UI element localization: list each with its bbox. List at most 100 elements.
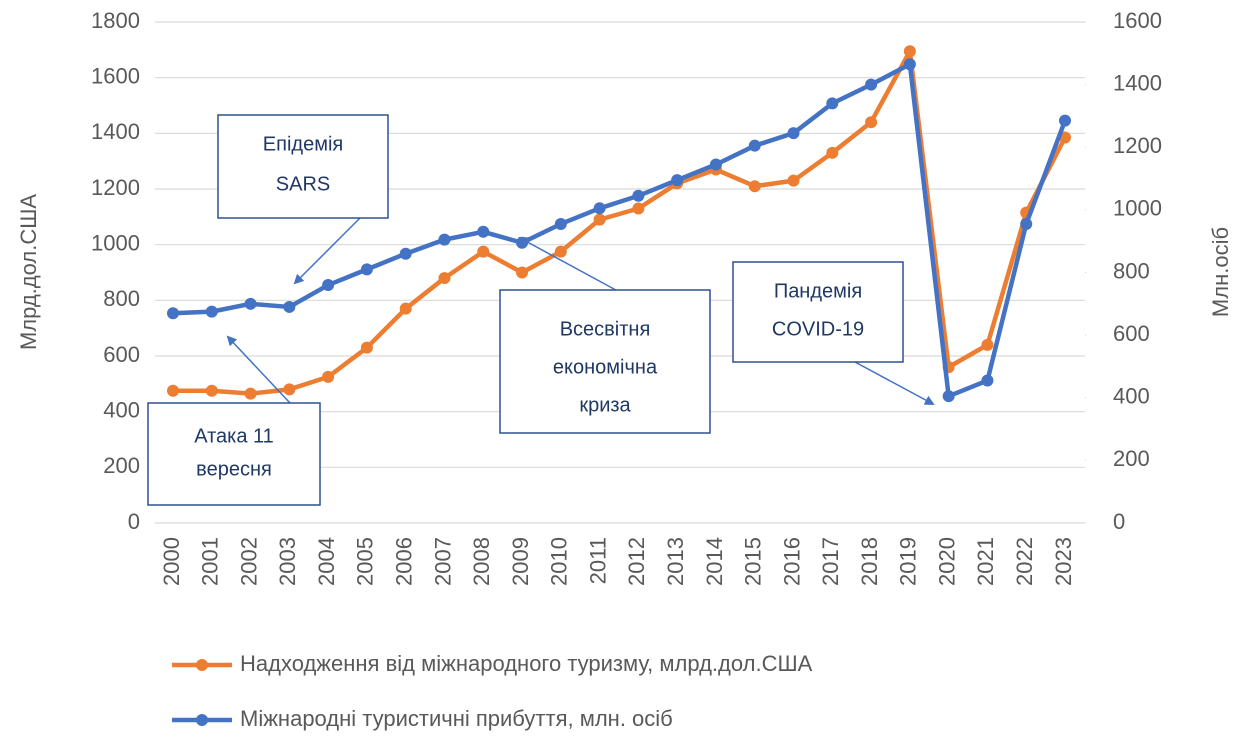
x-tick-label: 2018 bbox=[857, 537, 882, 586]
y2-tick-label: 800 bbox=[1113, 258, 1150, 283]
legend-marker bbox=[196, 659, 208, 671]
point bbox=[477, 225, 490, 238]
x-tick-label: 2008 bbox=[469, 537, 494, 586]
point bbox=[826, 97, 839, 110]
y-tick-label: 800 bbox=[103, 286, 140, 311]
y2-tick-label: 600 bbox=[1113, 321, 1150, 346]
y-tick-label: 600 bbox=[103, 342, 140, 367]
point bbox=[593, 202, 606, 215]
point bbox=[981, 338, 994, 351]
annotation-box bbox=[732, 261, 904, 363]
y2-tick-label: 1200 bbox=[1113, 133, 1162, 158]
x-tick-label: 2003 bbox=[275, 537, 300, 586]
point bbox=[942, 390, 955, 403]
y2-tick-label: 1600 bbox=[1113, 8, 1162, 33]
legend-label: Надходження від міжнародного туризму, мл… bbox=[240, 651, 813, 676]
point bbox=[438, 272, 451, 285]
x-tick-label: 2005 bbox=[353, 537, 378, 586]
point bbox=[244, 297, 257, 310]
y2-axis-label: Млн.осіб bbox=[1208, 227, 1233, 317]
x-tick-label: 2020 bbox=[934, 537, 959, 586]
x-tick-label: 2017 bbox=[818, 537, 843, 586]
y-tick-label: 1200 bbox=[91, 175, 140, 200]
point bbox=[903, 58, 916, 71]
annotation-text: Атака 11 bbox=[194, 425, 274, 447]
point bbox=[981, 374, 994, 387]
point bbox=[903, 45, 916, 58]
point bbox=[748, 180, 761, 193]
point bbox=[1020, 217, 1033, 230]
y-tick-label: 200 bbox=[103, 453, 140, 478]
x-tick-label: 2009 bbox=[508, 537, 533, 586]
point bbox=[244, 387, 257, 400]
point bbox=[205, 305, 218, 318]
x-tick-label: 2007 bbox=[430, 537, 455, 586]
x-tick-label: 2022 bbox=[1012, 537, 1037, 586]
annotation-text: COVID-19 bbox=[772, 318, 864, 340]
x-tick-label: 2014 bbox=[702, 537, 727, 586]
point bbox=[399, 302, 412, 315]
annotation-text: Пандемія bbox=[774, 280, 862, 302]
y2-tick-label: 1400 bbox=[1113, 70, 1162, 95]
y2-tick-label: 1000 bbox=[1113, 196, 1162, 221]
annotation-box bbox=[147, 402, 321, 506]
point bbox=[709, 158, 722, 171]
point bbox=[632, 189, 645, 202]
x-tick-label: 2006 bbox=[392, 537, 417, 586]
point bbox=[438, 233, 451, 246]
point bbox=[554, 217, 567, 230]
x-tick-label: 2001 bbox=[198, 537, 223, 586]
point bbox=[399, 247, 412, 260]
point bbox=[865, 116, 878, 129]
x-tick-label: 2021 bbox=[973, 537, 998, 586]
y-axis-label: Млрд.дол.США bbox=[16, 194, 41, 350]
point bbox=[787, 174, 800, 187]
arrow bbox=[293, 217, 361, 285]
arrow bbox=[226, 335, 291, 404]
annotation-text: Епідемія bbox=[263, 133, 343, 155]
annotations: Епідемія SARS Атака 11 вересня Всесвітня екон… bbox=[147, 114, 935, 506]
point bbox=[671, 174, 684, 187]
legend-marker bbox=[196, 714, 208, 726]
y-tick-label: 1600 bbox=[91, 63, 140, 88]
point bbox=[205, 384, 218, 397]
series-line bbox=[172, 62, 1068, 399]
y-tick-label: 400 bbox=[103, 397, 140, 422]
annotation-box bbox=[217, 114, 389, 219]
x-tick-label: 2011 bbox=[585, 537, 610, 584]
point bbox=[322, 279, 335, 292]
annotation-text: SARS bbox=[276, 173, 330, 195]
point bbox=[787, 127, 800, 140]
point bbox=[826, 146, 839, 159]
annotation-text: вересня bbox=[196, 458, 272, 480]
y2-tick-label: 0 bbox=[1113, 509, 1125, 534]
arrow bbox=[518, 237, 626, 296]
y2-tick-label: 400 bbox=[1113, 384, 1150, 409]
arrow bbox=[854, 361, 935, 405]
x-tick-label: 2023 bbox=[1051, 537, 1076, 586]
y-tick-label: 1000 bbox=[91, 230, 140, 255]
y2-tick-label: 200 bbox=[1113, 446, 1150, 471]
point bbox=[748, 139, 761, 152]
point bbox=[283, 300, 296, 313]
x-tick-label: 2000 bbox=[159, 537, 184, 586]
point bbox=[593, 213, 606, 226]
annotation-box bbox=[499, 289, 711, 434]
x-tick-label: 2002 bbox=[236, 537, 261, 586]
point bbox=[1059, 114, 1071, 127]
point bbox=[360, 341, 373, 354]
x-tick-label: 2019 bbox=[896, 537, 921, 586]
y-tick-label: 1800 bbox=[91, 8, 140, 33]
x-tick-label: 2016 bbox=[779, 537, 804, 586]
point bbox=[554, 245, 567, 258]
point bbox=[167, 307, 179, 320]
x-tick-label: 2015 bbox=[741, 537, 766, 586]
annotation-text: криза bbox=[579, 394, 631, 416]
point bbox=[477, 245, 490, 258]
x-tick-label: 2010 bbox=[547, 537, 572, 586]
x-tick-label: 2004 bbox=[314, 537, 339, 586]
legend-label: Міжнародні туристичні прибуття, млн. осі… bbox=[240, 706, 673, 731]
x-tick-label: 2013 bbox=[663, 537, 688, 586]
point bbox=[865, 78, 878, 91]
